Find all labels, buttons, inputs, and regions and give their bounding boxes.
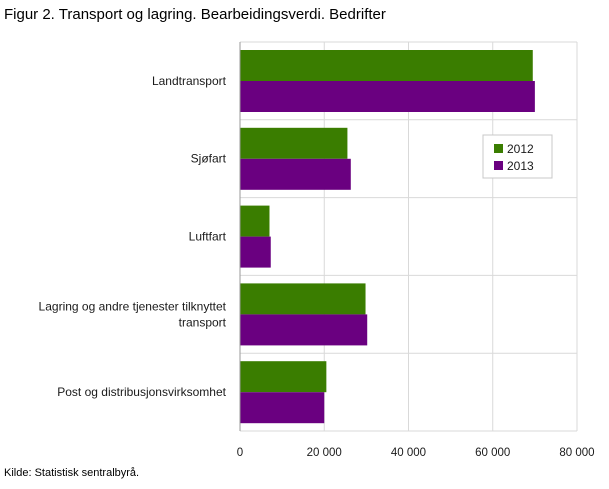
x-tick-label: 40 000	[391, 447, 426, 459]
bar-2013	[240, 158, 351, 190]
bar-2012	[240, 127, 348, 159]
chart-title: Figur 2. Transport og lagring. Bearbeidi…	[4, 6, 386, 23]
bar-2013	[240, 236, 271, 268]
category-label: Landtransport	[152, 74, 227, 88]
legend: 2012 2013	[482, 134, 553, 179]
category-label: Lagring og andre tjenester tilknyttet	[39, 299, 227, 313]
bar-2013	[240, 81, 535, 112]
bar-2013	[240, 392, 325, 424]
legend-box	[482, 134, 553, 179]
bar-2013	[240, 314, 368, 346]
bar-2012	[240, 205, 270, 237]
category-labels: Landtransport Sjøfart Luftfart Lagring og a…	[39, 74, 227, 399]
source-note: Kilde: Statistisk sentralbyrå.	[4, 467, 140, 479]
category-label: Sjøfart	[191, 152, 227, 166]
bar-2012	[240, 50, 533, 81]
x-tick-label: 0	[237, 447, 243, 459]
bar-2012	[240, 361, 327, 393]
legend-swatch-2012	[494, 144, 503, 153]
x-tick-label: 80 000	[559, 447, 594, 459]
category-label: transport	[179, 315, 227, 329]
legend-label-2012: 2012	[507, 142, 534, 156]
x-tick-label: 60 000	[475, 447, 510, 459]
category-label: Luftfart	[189, 230, 227, 244]
category-label: Post og distribusjonsvirksomhet	[57, 385, 226, 399]
legend-swatch-2013	[494, 161, 503, 170]
x-tick-labels: 0 20 000 40 000 60 000 80 000	[237, 447, 595, 459]
bars	[240, 50, 535, 424]
x-tick-label: 20 000	[307, 447, 342, 459]
bar-2012	[240, 283, 366, 315]
legend-label-2013: 2013	[507, 159, 534, 173]
